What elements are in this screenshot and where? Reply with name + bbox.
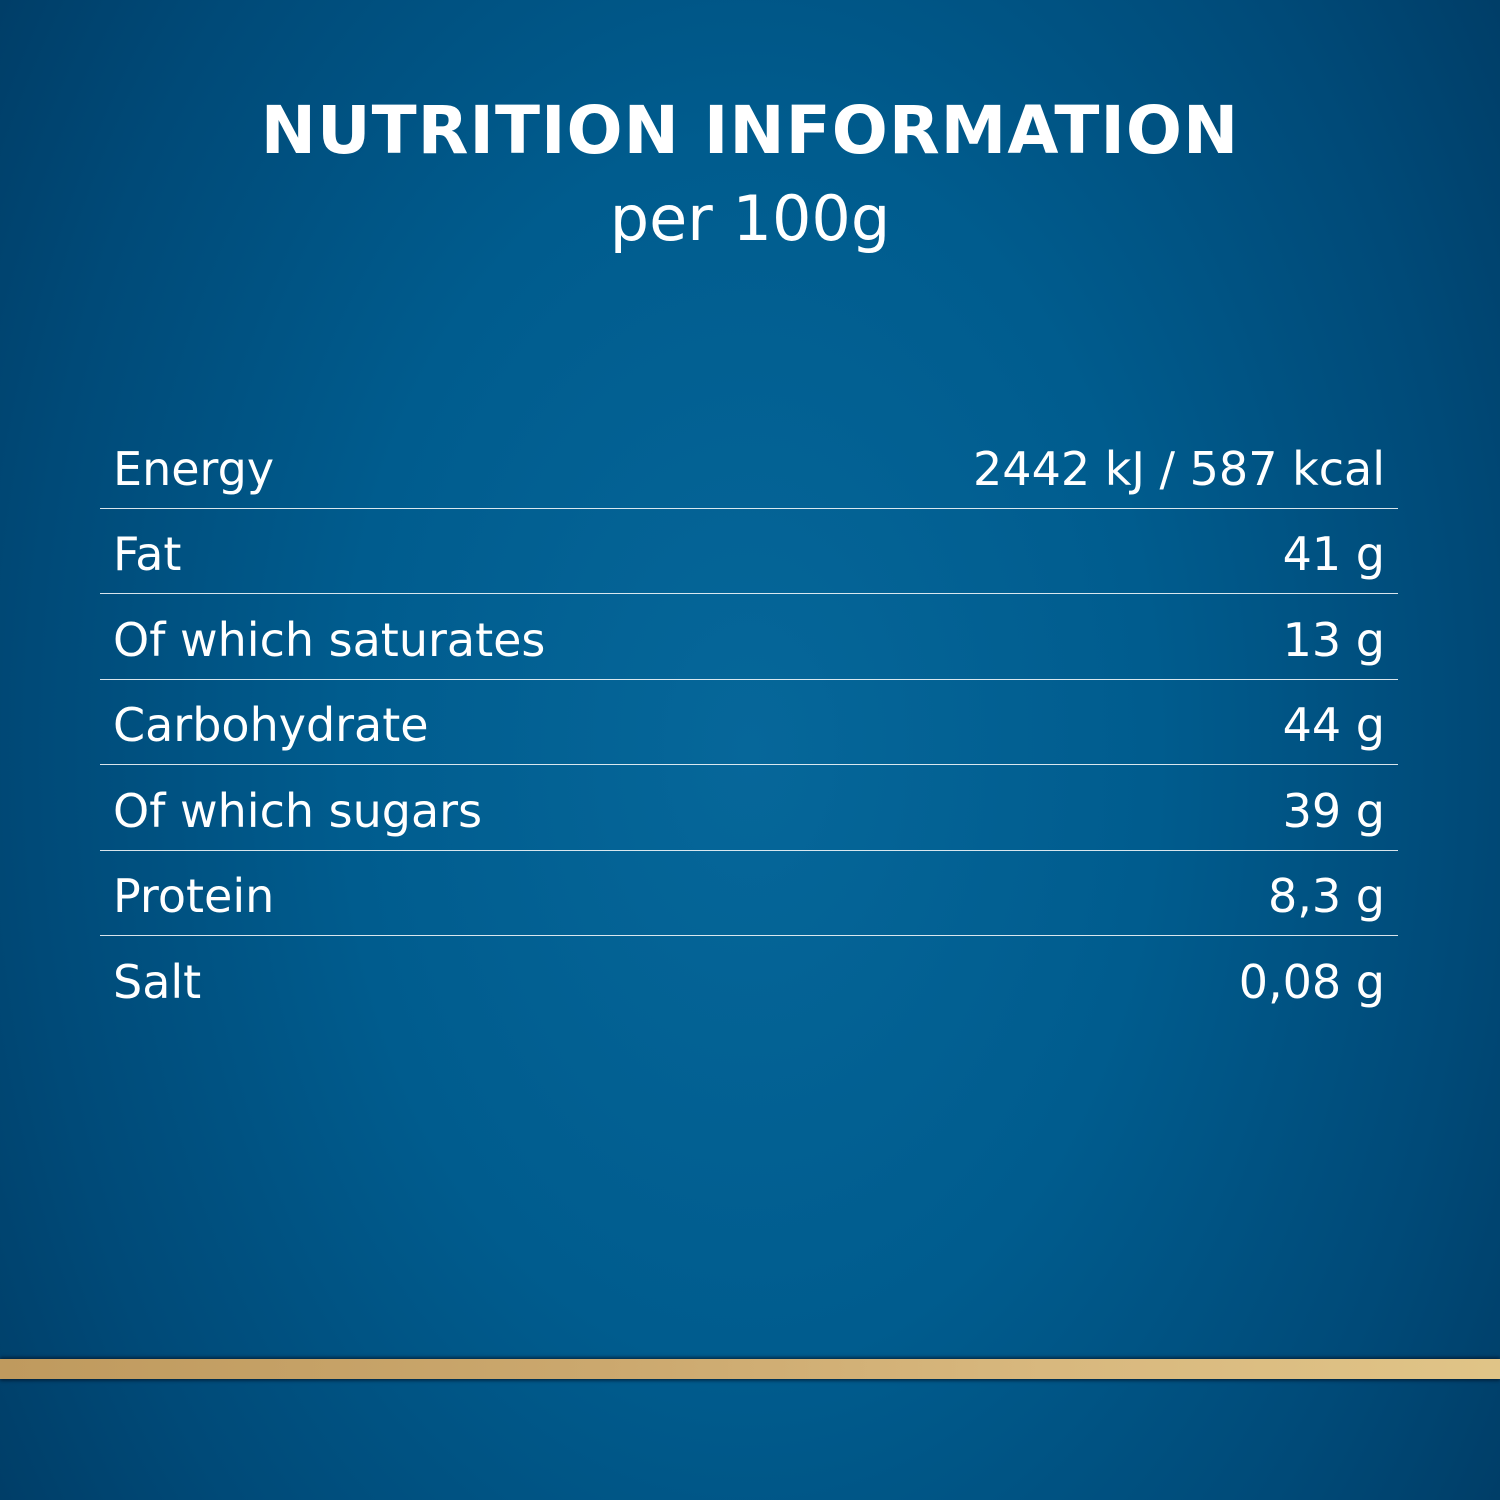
row-value: 13 g — [1282, 612, 1385, 667]
row-label: Protein — [113, 869, 275, 923]
row-value: 39 g — [1282, 783, 1385, 838]
row-value: 8,3 g — [1268, 869, 1385, 923]
table-row: Energy 2442 kJ / 587 kcal — [100, 423, 1398, 509]
page-subtitle: per 100g — [609, 182, 891, 255]
row-label: Fat — [113, 527, 182, 581]
table-row: Carbohydrate 44 g — [100, 680, 1398, 765]
row-label: Of which saturates — [113, 612, 546, 667]
row-value: 44 g — [1282, 698, 1385, 752]
row-value: 41 g — [1282, 527, 1385, 581]
row-label: Energy — [113, 441, 275, 496]
page-title: NUTRITION INFORMATION — [260, 92, 1240, 169]
row-label: Carbohydrate — [113, 698, 429, 752]
table-row: Protein 8,3 g — [100, 851, 1398, 936]
row-label: Salt — [113, 954, 202, 1009]
table-row: Salt 0,08 g — [100, 936, 1398, 1021]
table-row: Of which sugars 39 g — [100, 765, 1398, 851]
gold-accent-bar — [0, 1359, 1500, 1379]
nutrition-table: Energy 2442 kJ / 587 kcal Fat 41 g Of wh… — [100, 423, 1398, 1021]
table-row: Fat 41 g — [100, 509, 1398, 594]
row-value: 2442 kJ / 587 kcal — [973, 441, 1385, 496]
row-value: 0,08 g — [1238, 954, 1385, 1009]
row-label: Of which sugars — [113, 783, 483, 838]
table-row: Of which saturates 13 g — [100, 594, 1398, 680]
